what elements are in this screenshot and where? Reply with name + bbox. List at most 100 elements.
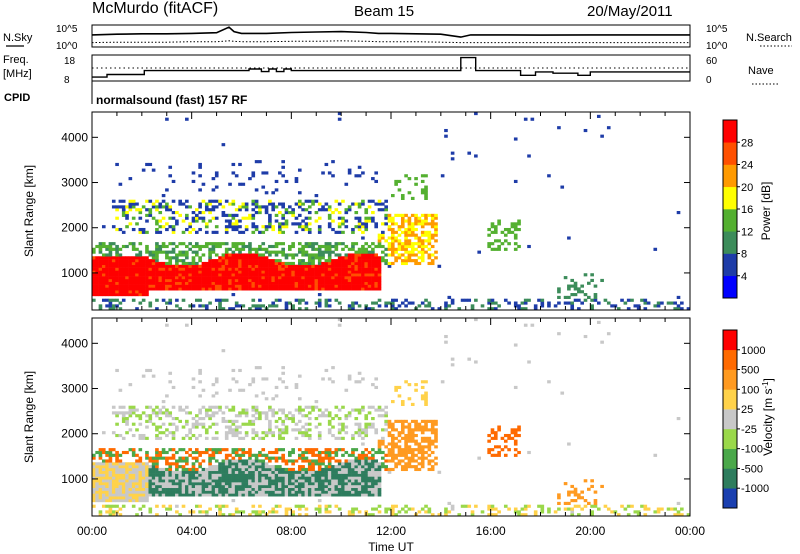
- power-cell: [231, 307, 236, 311]
- velocity-cell: [168, 371, 173, 375]
- power-cell: [148, 278, 153, 283]
- velocity-cell: [138, 465, 143, 469]
- velocity-cell: [297, 419, 302, 423]
- velocity-cell: [118, 453, 123, 457]
- power-cell: [274, 250, 279, 254]
- velocity-cell: [201, 484, 206, 489]
- power-cell: [151, 202, 156, 206]
- velocity-cell: [168, 448, 173, 452]
- power-cell: [244, 281, 249, 285]
- power-cell: [185, 205, 189, 209]
- power-cell: [334, 287, 339, 291]
- power-cell: [115, 261, 119, 266]
- power-cell: [105, 298, 109, 302]
- power-cell: [281, 242, 285, 246]
- velocity-cell: [128, 465, 133, 469]
- velocity-cell: [161, 482, 166, 486]
- velocity-cell: [367, 465, 372, 469]
- power-cell: [351, 264, 355, 268]
- power-cell: [397, 253, 402, 257]
- velocity-cell: [440, 380, 445, 384]
- power-cell: [304, 261, 309, 266]
- power-cell: [218, 256, 222, 260]
- velocity-cell: [208, 473, 212, 477]
- power-cell: [351, 242, 355, 246]
- velocity-cell: [377, 470, 382, 474]
- velocity-cell: [583, 334, 588, 339]
- velocity-cell: [241, 462, 246, 466]
- power-cell: [517, 244, 521, 249]
- velocity-cell: [297, 493, 302, 497]
- velocity-cell: [344, 388, 349, 392]
- power-cell: [105, 244, 109, 249]
- power-cell: [224, 230, 229, 234]
- velocity-cell: [317, 433, 322, 438]
- power-colorbar-swatch: [723, 253, 737, 277]
- power-cell: [434, 230, 438, 234]
- velocity-cell: [371, 422, 375, 426]
- power-cell: [513, 222, 518, 226]
- velocity-cell: [115, 453, 119, 457]
- power-cell: [115, 284, 119, 288]
- power-cell: [98, 287, 103, 291]
- power-cell: [224, 253, 229, 257]
- velocity-cell: [288, 473, 292, 477]
- power-cell: [361, 273, 365, 277]
- power-cell: [251, 225, 256, 229]
- power-cell: [268, 304, 272, 308]
- power-cell: [513, 304, 518, 308]
- velocity-cell: [231, 462, 236, 466]
- velocity-cell: [244, 433, 249, 438]
- velocity-cell: [148, 467, 153, 472]
- power-cell: [234, 227, 239, 232]
- power-cell: [211, 177, 216, 181]
- power-cell: [254, 276, 259, 280]
- velocity-cell: [281, 487, 285, 491]
- power-cell: [168, 242, 173, 246]
- velocity-cell: [347, 470, 352, 474]
- power-cell: [311, 256, 315, 260]
- velocity-cell: [304, 479, 309, 483]
- velocity-cell: [284, 510, 289, 514]
- power-cell: [327, 304, 332, 308]
- velocity-cell: [487, 433, 491, 438]
- velocity-cell: [111, 470, 116, 474]
- power-cell: [573, 298, 578, 302]
- velocity-cell: [258, 462, 262, 466]
- power-cell: [434, 222, 438, 226]
- velocity-cell: [234, 479, 239, 483]
- power-cell: [317, 230, 322, 234]
- velocity-cell: [145, 482, 149, 486]
- power-cell: [264, 287, 269, 291]
- power-cell: [278, 267, 282, 271]
- velocity-cell: [268, 425, 272, 429]
- power-cell: [570, 301, 575, 305]
- velocity-cell: [391, 400, 395, 404]
- velocity-cell: [281, 484, 285, 489]
- power-cell: [593, 298, 598, 302]
- power-cell: [281, 174, 285, 178]
- velocity-cell: [181, 479, 186, 483]
- power-cell: [384, 301, 388, 305]
- power-cell: [234, 284, 239, 288]
- power-cell: [341, 259, 345, 263]
- velocity-cell: [327, 510, 332, 514]
- power-cell: [165, 267, 169, 271]
- velocity-cell: [327, 459, 332, 463]
- power-cell: [307, 276, 312, 280]
- velocity-cell: [121, 450, 126, 455]
- velocity-cell: [145, 484, 149, 489]
- power-cell: [600, 134, 604, 138]
- time-tick-label: 20:00: [575, 524, 605, 538]
- velocity-cell: [288, 467, 292, 472]
- power-cell: [321, 267, 325, 271]
- power-cell: [168, 281, 173, 285]
- power-cell: [367, 256, 372, 260]
- power-cell: [111, 293, 116, 297]
- power-cell: [381, 233, 385, 237]
- velocity-cell: [387, 419, 392, 423]
- velocity-cell: [161, 476, 166, 480]
- velocity-cell: [391, 453, 395, 457]
- velocity-colorbar-swatch: [723, 468, 737, 489]
- power-colorbar-tick-label: 24: [741, 160, 753, 172]
